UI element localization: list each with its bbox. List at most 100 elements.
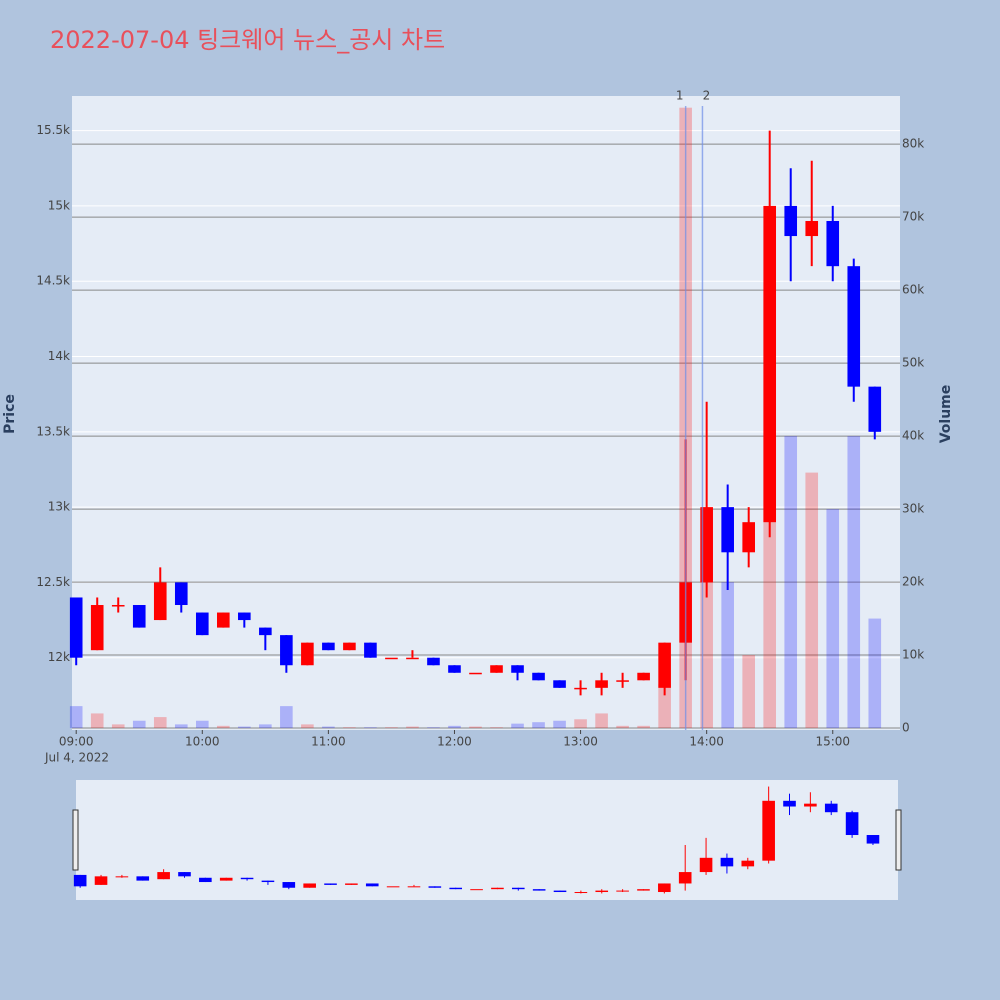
volume-bar <box>259 724 272 729</box>
x-tick-label: 09:00 <box>59 735 94 749</box>
candle-body <box>784 205 798 237</box>
y2-tick-label: 50k <box>902 356 924 370</box>
volume-bar <box>742 655 755 729</box>
candle-body <box>238 612 251 621</box>
slider-body <box>637 889 650 891</box>
slider-body <box>386 886 400 888</box>
range-slider[interactable] <box>76 780 898 900</box>
slider-body <box>866 835 880 844</box>
y2-tick-label: 30k <box>902 502 924 516</box>
volume-bar <box>784 436 798 729</box>
slider-body <box>428 886 442 888</box>
y-tick-label: 14.5k <box>36 274 70 288</box>
candle-body <box>700 507 713 583</box>
slider-body <box>824 803 838 813</box>
candle-body <box>490 665 503 673</box>
x-date-label: Jul 4, 2022 <box>44 751 109 765</box>
slider-body <box>804 803 817 807</box>
candle-body <box>259 627 272 636</box>
volume-bar <box>174 724 188 729</box>
plot-area <box>72 96 900 730</box>
y2-tick-label: 60k <box>902 283 924 297</box>
y2-tick-label: 0 <box>902 721 910 735</box>
candle-body <box>174 582 188 606</box>
slider-body <box>741 860 755 867</box>
volume-bar <box>490 727 503 729</box>
volume-bar <box>238 726 251 729</box>
y-tick-label: 12.5k <box>36 575 70 589</box>
slider-body <box>595 890 609 893</box>
candle-body <box>385 657 398 660</box>
x-tick-label: 12:00 <box>437 735 472 749</box>
y-tick-label: 15.5k <box>36 123 70 137</box>
chart-title: 2022-07-04 팅크웨어 뉴스_공시 차트 <box>50 26 445 54</box>
volume-bar <box>826 509 840 729</box>
slider-grip-right[interactable] <box>895 809 902 871</box>
slider-body <box>511 887 525 890</box>
candle-body <box>721 507 734 553</box>
annotation-label: 1 <box>676 89 684 103</box>
volume-bar <box>195 720 209 729</box>
volume-bar <box>805 472 819 729</box>
slider-body <box>491 887 504 890</box>
slider-body <box>574 892 588 894</box>
volume-bar <box>532 722 545 729</box>
y-tick-label: 14k <box>48 349 70 363</box>
volume-bar <box>448 725 461 729</box>
x-tick-label: 11:00 <box>311 735 346 749</box>
slider-body <box>470 889 483 891</box>
candle-body <box>763 205 777 523</box>
slider-body <box>261 880 275 883</box>
x-tick-label: 14:00 <box>689 735 724 749</box>
slider-body <box>658 883 671 893</box>
y-tick-label: 12k <box>48 650 70 664</box>
volume-bar <box>385 727 398 729</box>
volume-bar <box>322 726 335 729</box>
candle-body <box>90 605 104 651</box>
candle-body <box>111 605 125 607</box>
candle-body <box>574 687 587 690</box>
volume-bar <box>511 723 524 729</box>
slider-body <box>303 883 316 888</box>
slider-body <box>845 812 859 836</box>
candle-body <box>343 642 356 651</box>
candle-body <box>322 642 335 651</box>
volume-bar <box>616 725 629 729</box>
slider-body <box>407 886 421 888</box>
volume-bar <box>364 727 377 729</box>
x-tick-label: 15:00 <box>815 735 850 749</box>
volume-bar <box>132 720 146 729</box>
y-tick-label: 15k <box>48 198 70 212</box>
volume-bar <box>427 727 440 729</box>
slider-body <box>115 876 129 878</box>
slider-body <box>553 890 567 893</box>
slider-body <box>783 800 796 807</box>
volume-bar <box>721 582 734 729</box>
slider-grip-left[interactable] <box>72 809 79 871</box>
slider-body <box>282 882 296 888</box>
x-tick-label: 13:00 <box>563 735 598 749</box>
volume-bar <box>90 713 104 729</box>
slider-body <box>345 883 358 885</box>
volume-bar <box>280 706 293 729</box>
candle-body <box>469 672 482 675</box>
candle-body <box>826 220 840 267</box>
candle-body <box>217 612 230 628</box>
candle-body <box>195 612 209 636</box>
candle-body <box>132 605 146 628</box>
annotation-label: 2 <box>703 89 711 103</box>
slider-body <box>365 883 379 887</box>
volume-bar <box>574 719 587 729</box>
candle-body <box>616 680 629 682</box>
y-axis-title: Price <box>2 394 18 434</box>
volume-bar <box>406 726 419 729</box>
volume-bar <box>111 724 125 729</box>
y2-tick-label: 70k <box>902 210 924 224</box>
slider-body <box>73 874 87 887</box>
candle-body <box>847 266 861 387</box>
y2-tick-label: 40k <box>902 429 924 443</box>
slider-body <box>178 872 191 877</box>
slider-body <box>136 876 150 881</box>
y-tick-label: 13.5k <box>36 424 70 438</box>
